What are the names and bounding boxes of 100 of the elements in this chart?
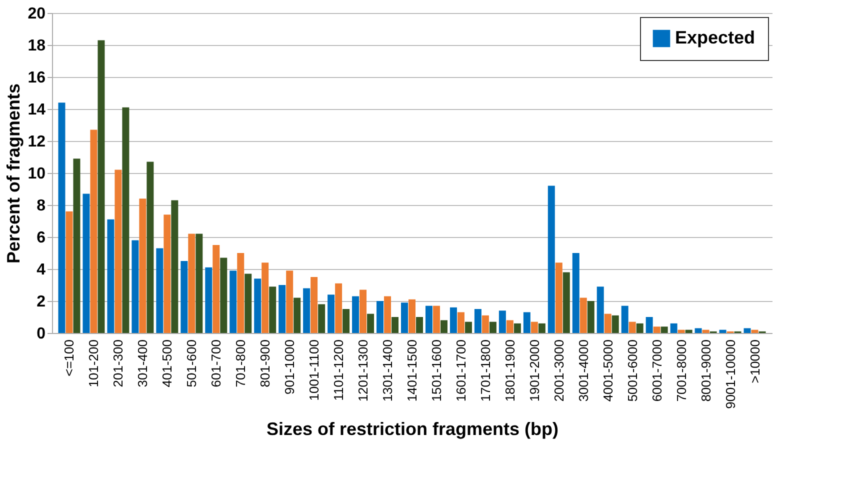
bar: [367, 314, 374, 333]
bar: [450, 307, 457, 333]
x-tick-label: 1501-1600: [428, 340, 444, 402]
bar: [58, 102, 66, 333]
x-tick-label: 8001-9000: [698, 340, 714, 402]
x-tick-label: 1301-1400: [380, 340, 396, 402]
bar: [230, 270, 237, 333]
bar: [744, 328, 751, 333]
bar: [328, 294, 335, 333]
x-tick-label: 501-600: [184, 340, 200, 388]
x-tick-label: 7001-8000: [674, 340, 689, 402]
bar: [660, 326, 668, 333]
x-tick-label: 2001-3000: [551, 340, 566, 402]
bar: [107, 219, 114, 333]
bar: [269, 286, 276, 333]
bar: [188, 234, 196, 333]
bar: [604, 314, 612, 333]
x-tick-label: 9001-10000: [722, 340, 738, 409]
bar: [244, 274, 252, 333]
x-tick-label: 301-400: [135, 340, 150, 388]
bar: [384, 296, 392, 333]
bar: [751, 330, 758, 333]
bar: [401, 302, 408, 333]
x-tick-label: <=100: [62, 340, 77, 376]
bar: [318, 304, 326, 333]
y-tick-label: 14: [28, 102, 46, 118]
x-tick-label: 1801-1900: [502, 340, 518, 402]
bar: [678, 330, 685, 333]
bar: [254, 278, 262, 333]
bar: [335, 283, 342, 333]
bar: [164, 214, 171, 333]
bar: [498, 310, 506, 333]
x-tick-label: 1901-2000: [526, 340, 542, 402]
bar: [352, 296, 360, 333]
bar: [98, 40, 105, 333]
bar: [262, 262, 269, 333]
y-tick-label: 12: [28, 134, 46, 150]
x-tick-label: 101-200: [86, 340, 102, 388]
y-tick-label: 0: [36, 326, 46, 342]
bar: [506, 320, 514, 333]
y-tick-label: 20: [28, 6, 46, 22]
x-tick-label: 3001-4000: [576, 340, 591, 402]
bar: [220, 258, 228, 333]
x-tick-label: 601-700: [208, 340, 224, 388]
bar: [555, 262, 562, 333]
legend-label: Expected: [675, 28, 756, 48]
x-tick-label: 401-500: [160, 340, 175, 388]
bar: [457, 312, 464, 333]
bar: [205, 267, 212, 333]
bar: [146, 162, 154, 333]
bar: [474, 309, 482, 333]
bar: [562, 272, 570, 333]
bar: [489, 322, 496, 333]
bar: [132, 240, 139, 333]
bar: [621, 306, 628, 333]
y-tick-label: 16: [28, 70, 46, 86]
x-tick-label: 4001-5000: [600, 340, 616, 402]
bar: [342, 309, 350, 333]
x-tick-label: 1101-1200: [331, 340, 346, 401]
bar: [548, 186, 555, 333]
x-tick-label: 801-900: [258, 340, 273, 388]
bar: [114, 170, 122, 333]
x-tick-label: 1201-1300: [356, 340, 371, 402]
x-tick-label: 1701-1800: [478, 340, 493, 402]
bar: [538, 323, 546, 333]
bar: [82, 194, 90, 333]
x-tick-label: 1401-1500: [404, 340, 420, 402]
bar: [628, 322, 636, 333]
bar: [636, 323, 644, 333]
bar: [587, 301, 594, 333]
y-tick-label: 6: [36, 230, 46, 246]
bar: [303, 288, 310, 333]
bar: [360, 290, 367, 333]
x-axis-title: Sizes of restriction fragments (bp): [266, 418, 559, 439]
y-tick-label: 8: [36, 198, 46, 214]
bar: [694, 328, 702, 333]
bar: [66, 211, 73, 333]
y-tick-label: 10: [28, 166, 46, 182]
bar: [440, 320, 448, 333]
bar: [572, 253, 580, 333]
bar: [212, 245, 220, 333]
bar: [408, 299, 416, 333]
bar: [156, 248, 164, 333]
bar: [416, 317, 423, 333]
bar: [530, 322, 538, 333]
x-tick-label: 6001-7000: [649, 340, 664, 402]
x-tick-label: 201-300: [110, 340, 126, 388]
bar: [612, 315, 619, 333]
bar: [376, 301, 384, 333]
bar: [73, 158, 80, 333]
bar: [514, 323, 521, 333]
bar: [286, 270, 294, 333]
bar: [464, 322, 472, 333]
y-tick-label: 18: [28, 38, 46, 54]
x-tick-label: >10000: [747, 340, 762, 384]
x-tick-label: 5001-6000: [624, 340, 640, 402]
bar: [425, 306, 432, 333]
bar: [294, 298, 301, 333]
bar: [90, 130, 98, 333]
bar: [596, 286, 604, 333]
